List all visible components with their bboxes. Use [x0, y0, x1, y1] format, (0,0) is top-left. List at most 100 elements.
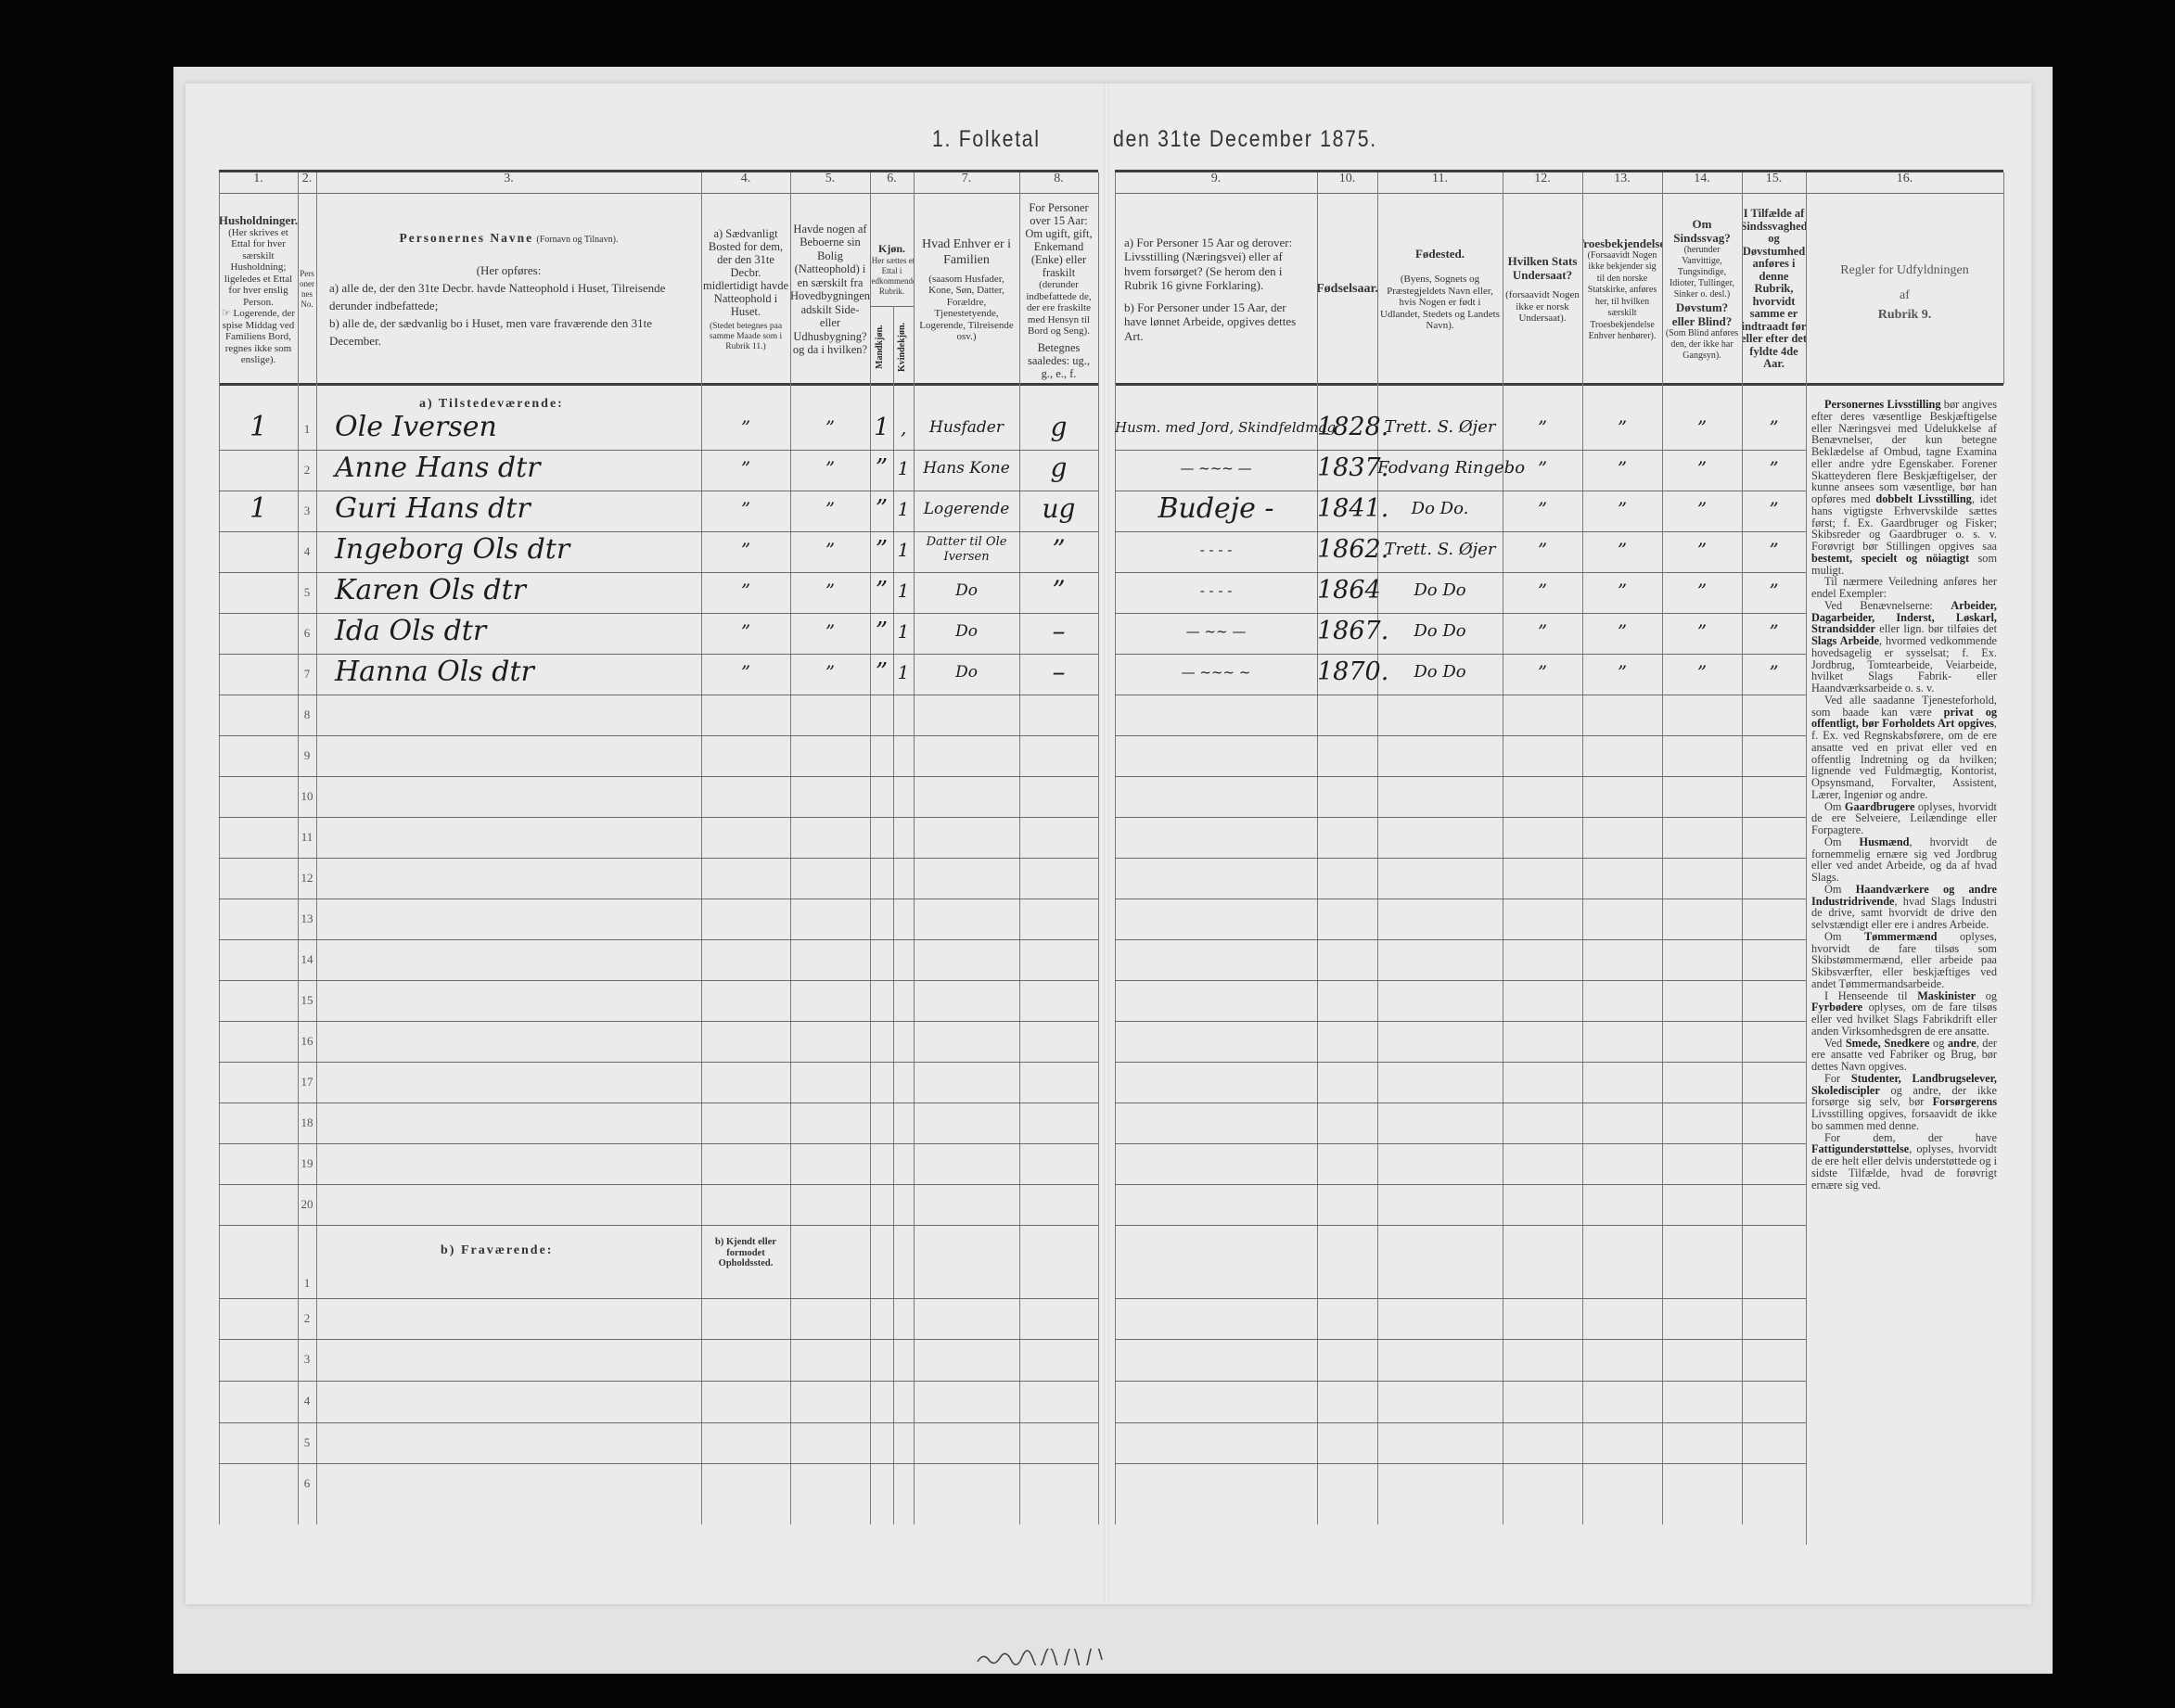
cell-birthplace: Do Do: [1414, 662, 1466, 682]
row-number: 2: [303, 463, 311, 477]
cell-female: 1: [897, 580, 910, 602]
column-divider: [893, 306, 894, 1524]
cell-bosted: ”: [740, 539, 751, 561]
cell-name: Ole Iversen: [335, 411, 497, 443]
row-number: 1: [303, 1276, 311, 1290]
column-number: 8.: [1054, 172, 1064, 185]
row-rule: [219, 1298, 1098, 1299]
cell-religion: ”: [1617, 457, 1628, 479]
cell-household: 1: [249, 411, 268, 443]
instruction-paragraph: Om Haandværkere og andre Industridrivend…: [1811, 882, 1997, 931]
instruction-paragraph: Ved alle saadanne Tjenesteforhold, som b…: [1811, 693, 1997, 801]
cell-onset: ”: [1769, 416, 1779, 439]
column-number: 11.: [1432, 172, 1448, 185]
cell-religion: ”: [1617, 661, 1628, 683]
header-side-building: Havde nogen af Beboerne sin Bolig (Natte…: [790, 196, 870, 383]
header-note: ☞ Logerende, der spise Middag ved Famili…: [221, 308, 296, 365]
row-rule: [219, 939, 1098, 940]
row-rule: [219, 654, 1098, 655]
header-note: Rubrik 9.: [1877, 307, 1932, 322]
header-note: (forsaavidt Nogen ikke er norsk Undersaa…: [1505, 289, 1580, 325]
header-title: Fødselsaar.: [1317, 282, 1377, 296]
cell-religion: ”: [1617, 498, 1628, 520]
cell-bolig: ”: [825, 661, 836, 683]
row-rule: [1115, 1062, 1806, 1063]
cell-insane: ”: [1696, 457, 1708, 479]
row-rule: [219, 980, 1098, 981]
header-rules: Regler for Udfyldningen af Rubrik 9.: [1806, 196, 2003, 383]
cell-occupation: - - - -: [1199, 542, 1233, 558]
column-divider: [1377, 172, 1378, 1524]
row-number: 20: [301, 1197, 313, 1211]
header-households: Husholdninger. (Her skrives et Ettal for…: [219, 196, 298, 383]
cell-civil: ”: [1052, 575, 1066, 605]
cell-name: Guri Hans dtr: [335, 492, 531, 525]
cell-birthplace: Do Do: [1414, 621, 1466, 641]
form-title: 1. Folketal: [932, 126, 1041, 152]
row-rule: [219, 1339, 1098, 1340]
column-divider: [1317, 172, 1318, 1524]
instruction-paragraph: Ved Benævnelserne: Arbeider, Dagarbeider…: [1811, 598, 1997, 695]
instruction-paragraph: Om Husmænd, hvorvidt de fornemmelig ernæ…: [1811, 835, 1997, 884]
instruction-paragraph: Ved Smede, Snedkere og andre, der ere an…: [1811, 1036, 1998, 1073]
present-section-label: a) Tilstedeværende:: [419, 397, 564, 411]
instruction-paragraph: Om Gaardbrugere oplyses, hvorvidt de ere…: [1811, 799, 1997, 836]
cell-citizenship: ”: [1537, 620, 1548, 643]
row-rule: [1115, 1298, 1806, 1299]
row-rule: [219, 735, 1098, 736]
cell-bolig: ”: [825, 580, 836, 602]
cell-insane: ”: [1696, 661, 1708, 683]
row-rule: [219, 1184, 1098, 1185]
header-note: (herunder Vanvittige, Tungsindige, Idiot…: [1669, 245, 1735, 300]
row-rule: [1115, 1184, 1806, 1185]
header-usual-residence: a) Sædvanligt Bosted for dem, der den 31…: [701, 196, 790, 383]
row-rule: [1115, 735, 1806, 736]
cell-bosted: ”: [740, 620, 751, 643]
row-number: 17: [301, 1075, 313, 1089]
row-rule: [1115, 1225, 1806, 1226]
cell-birth-year: 1870.: [1317, 657, 1389, 686]
row-rule: [1115, 450, 1806, 451]
cell-birth-year: 1841.: [1317, 494, 1389, 523]
cell-religion: ”: [1617, 416, 1628, 439]
rule: [1115, 193, 2003, 194]
row-rule: [219, 1381, 1098, 1382]
cell-female: 1: [897, 498, 910, 520]
header-title: Regler for Udfyldningen: [1840, 262, 1969, 277]
cell-birth-year: 1864: [1317, 576, 1381, 605]
cell-civil: –: [1052, 656, 1066, 687]
cell-insane: ”: [1696, 416, 1708, 439]
rule: [219, 193, 1098, 194]
header-title: Personernes No.: [300, 269, 314, 309]
row-rule: [1115, 572, 1806, 573]
cell-male: ”: [875, 536, 889, 564]
cell-male: ”: [875, 454, 889, 482]
cell-citizenship: ”: [1537, 539, 1548, 561]
cell-bolig: ”: [825, 539, 836, 561]
cell-name: Hanna Ols dtr: [335, 656, 534, 688]
column-number: 7.: [961, 172, 972, 185]
column-divider: [790, 172, 791, 1524]
column-number: 14.: [1694, 172, 1710, 185]
absent-section-label: b) Fraværende:: [441, 1243, 554, 1257]
row-rule: [1115, 531, 1806, 532]
header-names: Personernes Navne (Fornavn og Tilnavn). …: [316, 196, 701, 383]
column-divider: [1662, 172, 1663, 1524]
header-family-role: Hvad Enhver er i Familien (saasom Husfad…: [914, 196, 1019, 383]
header-note: (Stedet betegnes paa samme Maade som i R…: [709, 321, 783, 351]
header-note: a) For Personer 15 Aar og derover: Livss…: [1124, 235, 1293, 293]
header-birth-year: Fødselsaar.: [1317, 196, 1377, 383]
instruction-paragraph: Om Tømmermænd oplyses, hvorvidt de fare …: [1811, 929, 1997, 990]
row-number: 8: [303, 707, 311, 721]
cell-family-role: Do: [955, 663, 978, 682]
cell-insane: ”: [1696, 539, 1708, 561]
column-number: 2.: [301, 172, 313, 185]
header-note: (Her sættes et Ettal i vedkommende Rubri…: [870, 256, 914, 296]
cell-birth-year: 1837.: [1317, 453, 1389, 482]
column-number: 5.: [825, 172, 836, 185]
cell-bolig: ”: [825, 498, 836, 520]
header-note: (Her skrives et Ettal for hver særskilt …: [224, 226, 293, 308]
cell-onset: ”: [1769, 580, 1779, 602]
cell-bolig: ”: [825, 457, 836, 479]
cell-onset: ”: [1769, 539, 1779, 561]
